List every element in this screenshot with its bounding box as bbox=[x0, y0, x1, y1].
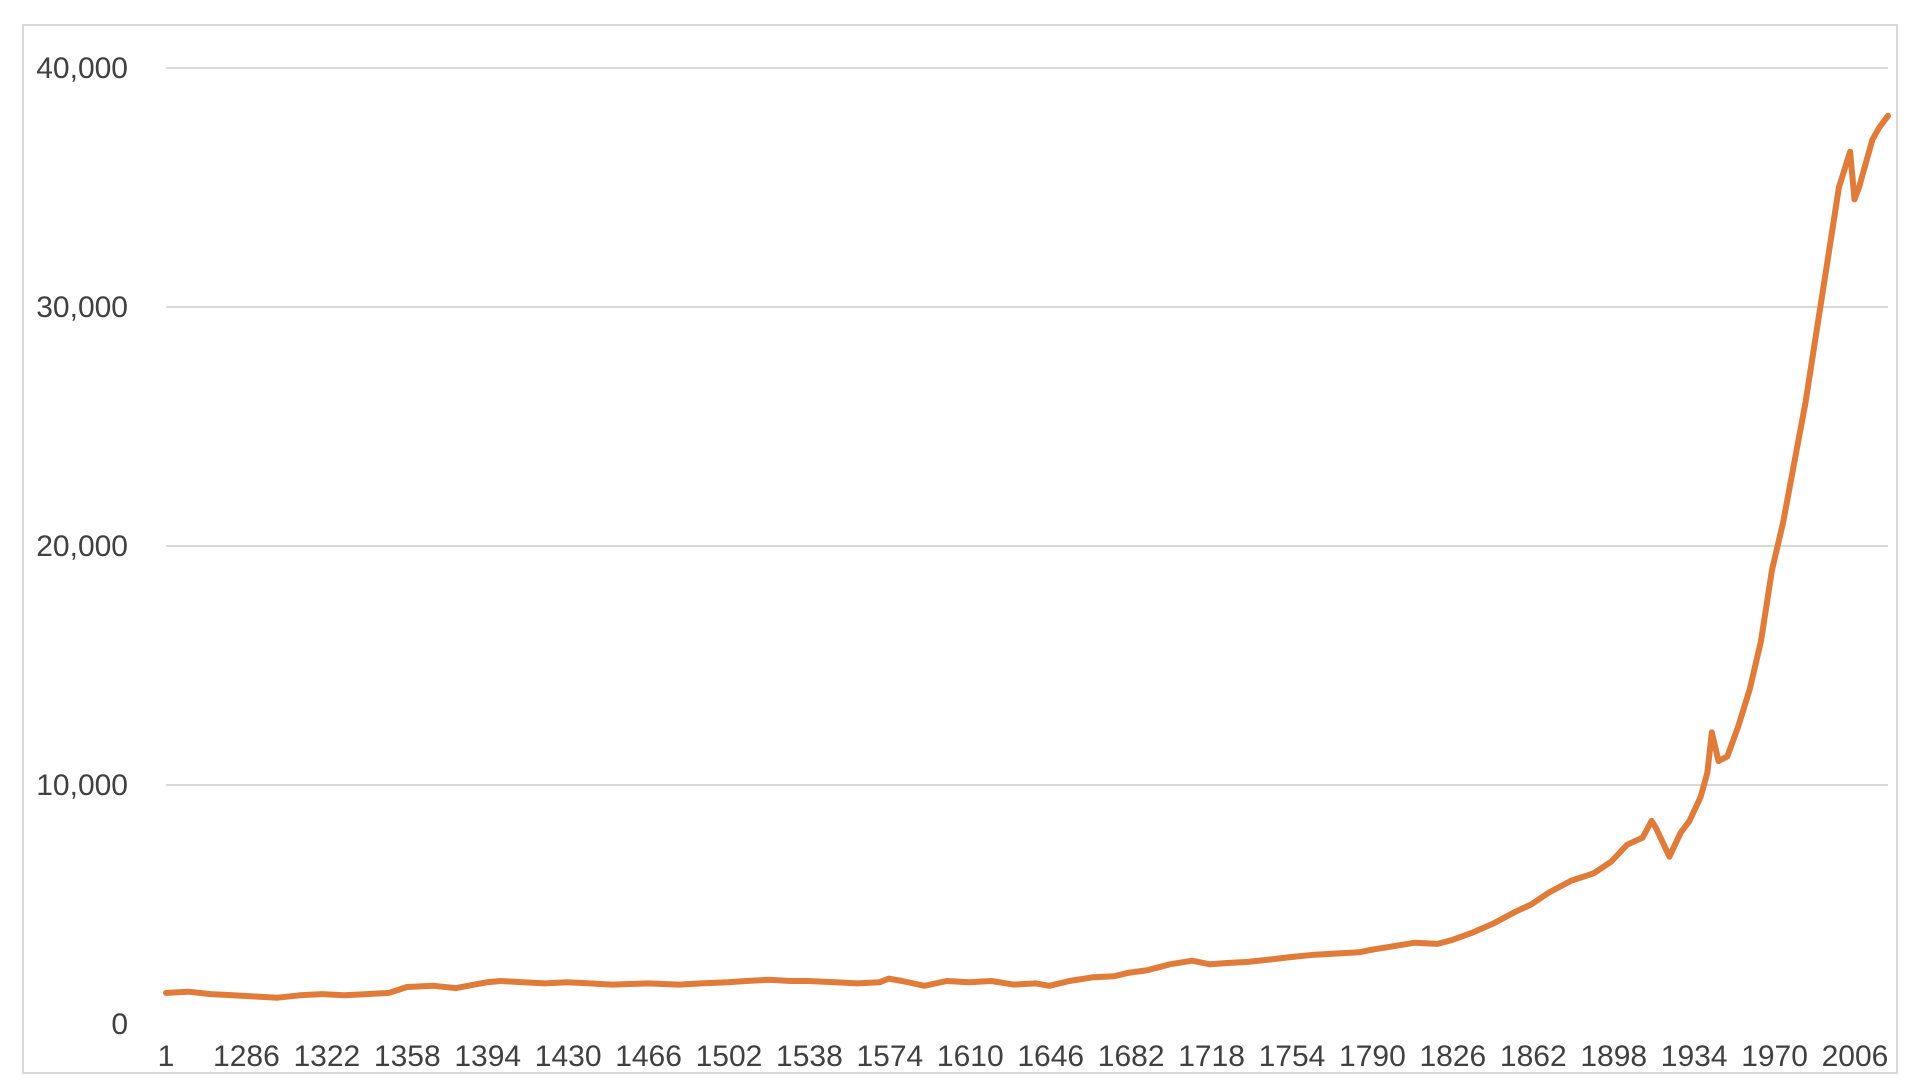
x-tick-label: 1574 bbox=[856, 1040, 923, 1073]
series-line bbox=[163, 112, 1891, 1001]
x-tick-label: 1322 bbox=[293, 1040, 360, 1073]
y-axis-tick-labels: 0 10,000 20,000 30,000 40,000 bbox=[36, 52, 128, 1041]
x-tick-label: 1718 bbox=[1178, 1040, 1245, 1073]
x-tick-label: 1934 bbox=[1661, 1040, 1728, 1073]
x-tick-label: 1646 bbox=[1017, 1040, 1084, 1073]
y-tick-label: 10,000 bbox=[36, 769, 128, 802]
x-tick-label: 1394 bbox=[454, 1040, 521, 1073]
gridlines bbox=[166, 67, 1888, 786]
x-tick-label: 1682 bbox=[1098, 1040, 1165, 1073]
x-tick-label: 1358 bbox=[374, 1040, 441, 1073]
chart-frame bbox=[22, 24, 1898, 1074]
x-axis-tick-labels: 1 1286 1322 1358 1394 1430 1466 1502 1538 1574 161… bbox=[158, 1040, 1889, 1073]
x-tick-label: 1610 bbox=[937, 1040, 1004, 1073]
x-tick-label: 1790 bbox=[1339, 1040, 1406, 1073]
y-tick-label: 40,000 bbox=[36, 52, 128, 85]
series-layer bbox=[163, 112, 1891, 1001]
x-tick-label: 1502 bbox=[696, 1040, 763, 1073]
y-tick-label: 0 bbox=[111, 1008, 128, 1041]
x-tick-label: 1862 bbox=[1500, 1040, 1567, 1073]
x-tick-label: 1754 bbox=[1259, 1040, 1326, 1073]
x-tick-label: 1286 bbox=[213, 1040, 280, 1073]
x-tick-label: 1970 bbox=[1741, 1040, 1808, 1073]
x-tick-label: 1 bbox=[158, 1040, 175, 1073]
x-tick-label: 1898 bbox=[1580, 1040, 1647, 1073]
x-tick-label: 1430 bbox=[535, 1040, 602, 1073]
x-tick-label: 1826 bbox=[1419, 1040, 1486, 1073]
x-tick-label: 1466 bbox=[615, 1040, 682, 1073]
x-tick-label: 1538 bbox=[776, 1040, 843, 1073]
y-tick-label: 30,000 bbox=[36, 291, 128, 324]
y-tick-label: 20,000 bbox=[36, 530, 128, 563]
x-tick-label: 2006 bbox=[1822, 1040, 1889, 1073]
